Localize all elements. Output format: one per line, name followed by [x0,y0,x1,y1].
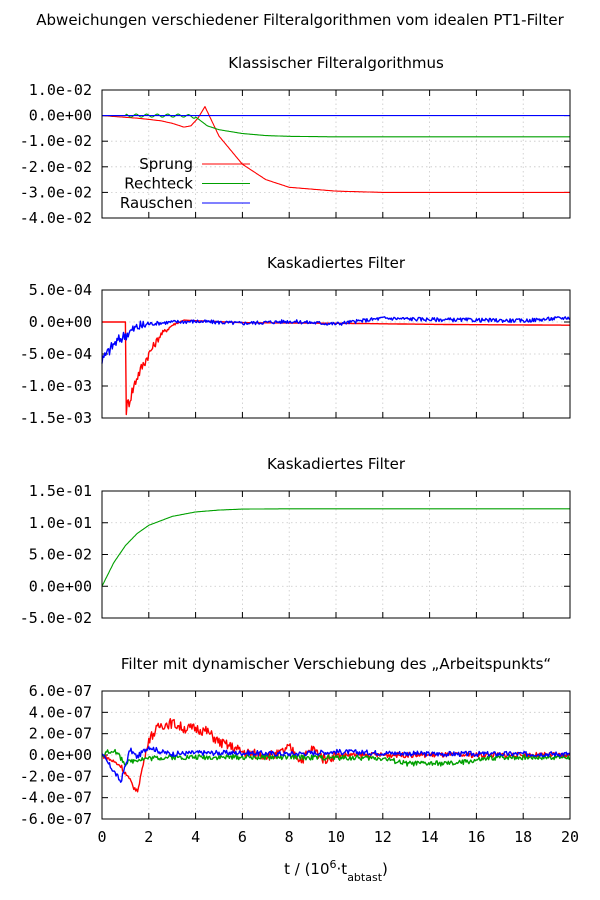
y-tick-label: 0.0e+00 [29,313,92,331]
panel-title: Kaskadiertes Filter [267,254,406,272]
x-axis-label-main: t / (10 [284,860,329,878]
y-tick-label: 1.0e-02 [29,81,92,99]
y-tick-label: 1.5e-01 [29,482,92,500]
y-tick-label: 1.0e-01 [29,514,92,532]
chart-title: Abweichungen verschiedener Filteralgorit… [36,11,564,29]
plot-frame [101,490,571,619]
chart-panel-4: Filter mit dynamischer Verschiebung des … [20,655,579,846]
series-line-rauschen [101,316,571,364]
panel-title: Filter mit dynamischer Verschiebung des … [121,655,551,673]
x-tick-label: 4 [191,828,200,846]
y-tick-label: -1.0e-03 [20,377,92,395]
y-tick-label: 0.0e+00 [29,577,92,595]
x-axis-label-mid: ·t [337,860,348,878]
y-tick-label: -1.5e-03 [20,409,92,427]
chart-panel-2: Kaskadiertes Filter 5.0e-04 0.0e+00 -5.0e-0… [20,254,571,427]
y-tick-label: 5.0e-04 [29,281,92,299]
x-tick-label: 18 [514,828,532,846]
y-tick-label: -1.0e-02 [20,132,92,150]
y-tick-label: 0.0e+00 [29,746,92,764]
y-tick-label: 5.0e-02 [29,546,92,564]
y-tick-label: 2.0e-07 [29,725,92,743]
y-tick-label: 0.0e+00 [29,107,92,125]
x-tick-label: 12 [374,828,392,846]
panel-title: Kaskadiertes Filter [267,455,406,473]
x-tick-label: 2 [144,828,153,846]
chart-panel-1: Klassischer Filteralgorithmus 1.0e-02 0.0e… [20,54,571,227]
legend-label-rechteck: Rechteck [124,175,193,193]
y-tick-label: -4.0e-07 [20,789,92,807]
x-tick-label: 8 [285,828,294,846]
y-tick-label: -4.0e-02 [20,209,92,227]
x-tick-label: 0 [97,828,106,846]
series-line-rauschen [101,746,571,783]
y-tick-label: -5.0e-02 [20,609,92,627]
series-line-rechteck [102,113,570,138]
x-axis-label: t / (106·tabtast) [284,858,388,884]
plot-frame [101,690,571,820]
y-tick-label: -2.0e-07 [20,767,92,785]
chart-panel-3: Kaskadiertes Filter 1.5e-01 1.0e-01 5.0e-02… [20,455,571,627]
series-line-sprung [101,106,570,193]
plot-frame [101,89,571,219]
x-tick-label: 10 [327,828,345,846]
y-tick-label: 6.0e-07 [29,682,92,700]
legend-label-sprung: Sprung [139,155,193,173]
plot-frame [101,289,571,419]
y-tick-label: -2.0e-02 [20,158,92,176]
x-tick-label: 14 [421,828,439,846]
x-axis-label-end: ) [382,860,388,878]
series-line-rechteck [101,748,571,767]
series-line-rechteck [101,508,570,587]
x-tick-label: 16 [467,828,485,846]
y-tick-label: -6.0e-07 [20,810,92,828]
y-tick-label: -3.0e-02 [20,183,92,201]
x-axis-label-sub: abtast [347,871,383,884]
y-tick-label: 4.0e-07 [29,703,92,721]
x-axis-label-sup: 6 [330,858,337,871]
x-tick-label: 20 [561,828,579,846]
y-tick-label: -5.0e-04 [20,345,92,363]
panel-title: Klassischer Filteralgorithmus [228,54,444,72]
legend-label-rauschen: Rauschen [120,194,193,212]
x-tick-label: 6 [238,828,247,846]
